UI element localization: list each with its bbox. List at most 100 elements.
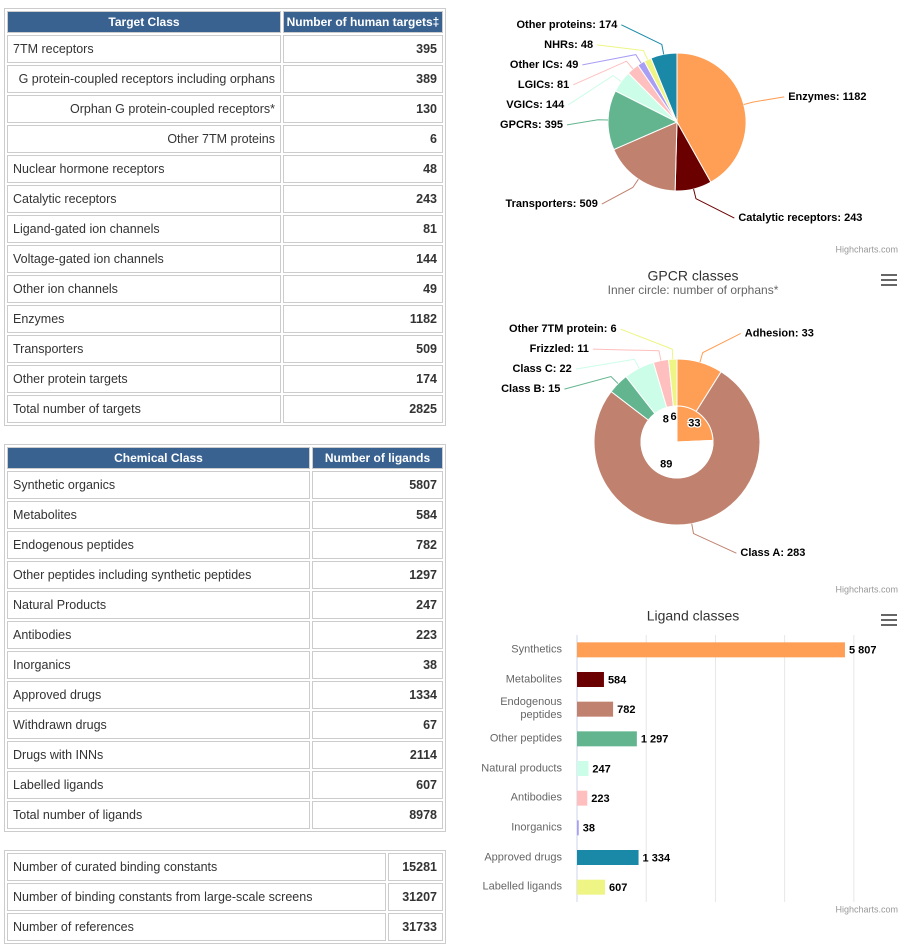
data-table: Target Class Number of human targets‡ 7TM … [4, 8, 446, 426]
value-label: 1 297 [641, 734, 669, 746]
table-row: Number of references 31733 [7, 913, 443, 941]
charts: Enzymes: 1182 Catalytic receptors: 243 Tra… [500, 19, 898, 915]
slice-label: Other proteins: 174 [516, 19, 618, 31]
row-value: 8978 [312, 801, 443, 829]
category-label: Endogenous peptides [500, 696, 562, 722]
slice-label: GPCRs: 395 [500, 119, 563, 131]
row-label: Other peptides including synthetic pepti… [7, 561, 310, 589]
bar [577, 879, 606, 895]
table-head: Target Class Number of human targets‡ [7, 11, 443, 33]
data-table: Chemical Class Number of ligands Synthetic… [4, 444, 446, 832]
row-value: 130 [283, 95, 443, 123]
bar [577, 701, 614, 717]
row-label: Endogenous peptides [7, 531, 310, 559]
label-connector [620, 328, 674, 360]
column-header: Chemical Class [7, 447, 310, 469]
inner-slice [640, 412, 714, 479]
row-label: Other ion channels [7, 275, 281, 303]
row-label: Inorganics [7, 651, 310, 679]
slice-label: Catalytic receptors: 243 [738, 212, 862, 224]
table-row: Metabolites 584 [7, 501, 443, 529]
table-container: Target Class Number of human targets‡ 7TM … [4, 8, 446, 426]
table-row: Antibodies 223 [7, 621, 443, 649]
label-connector [568, 74, 622, 106]
table-row: 7TM receptors 395 [7, 35, 443, 63]
credits: Highcharts.com [835, 904, 898, 914]
bar [577, 850, 639, 865]
label-connector [699, 332, 741, 363]
menu-icon[interactable] [881, 274, 897, 286]
row-label: Total number of ligands [7, 801, 310, 829]
table-row: Total number of targets 2825 [7, 395, 443, 423]
label-connector [564, 375, 619, 390]
row-value: 509 [283, 335, 443, 363]
category-label: Synthetics [511, 643, 562, 656]
row-value: 38 [312, 651, 443, 679]
category-label: Approved drugs [484, 851, 562, 863]
value-label: 1 334 [643, 852, 671, 864]
label-connector [575, 358, 640, 370]
row-value: 243 [283, 185, 443, 213]
bar [577, 672, 604, 687]
value-label: 584 [608, 674, 627, 686]
row-label: Labelled ligands [7, 771, 310, 799]
row-value: 1182 [283, 305, 443, 333]
row-label: Other 7TM proteins [7, 125, 281, 153]
table-row: Transporters 509 [7, 335, 443, 363]
row-value: 31207 [388, 883, 443, 911]
chart-title: GPCR classes [647, 268, 738, 284]
table-container: Number of curated binding constants 15281… [4, 850, 446, 944]
label-connector [693, 188, 735, 219]
inner-label: 33 [688, 418, 700, 430]
table-row: Other 7TM proteins 6 [7, 125, 443, 153]
row-label: Approved drugs [7, 681, 310, 709]
bar [577, 642, 845, 658]
label-connector [592, 348, 662, 361]
slice-label: NHRs: 48 [544, 39, 593, 51]
category-label: Inorganics [511, 821, 562, 834]
value-label: 5 807 [849, 645, 877, 657]
slice-label: Class B: 15 [501, 383, 560, 395]
category-label: Labelled ligands [482, 880, 562, 893]
table-row: G protein-coupled receptors including or… [7, 65, 443, 93]
table-container: Chemical Class Number of ligands Synthetic… [4, 444, 446, 832]
row-value: 81 [283, 215, 443, 243]
row-label: Transporters [7, 335, 281, 363]
row-label: Catalytic receptors [7, 185, 281, 213]
data-table: Number of curated binding constants 15281… [4, 850, 446, 944]
value-label: 247 [592, 763, 610, 775]
slice-label: VGICs: 144 [506, 99, 565, 111]
column-header: Target Class [7, 11, 281, 33]
table-row: Endogenous peptides 782 [7, 531, 443, 559]
table-row: Approved drugs 1334 [7, 681, 443, 709]
value-label: 782 [617, 704, 635, 716]
row-label: Natural Products [7, 591, 310, 619]
label-connector [601, 178, 639, 205]
row-label: Number of binding constants from large-s… [7, 883, 386, 911]
slice-label: Frizzled: 11 [530, 343, 589, 355]
table-row: Synthetic organics 5807 [7, 471, 443, 499]
row-value: 6 [283, 125, 443, 153]
inner-slice [666, 405, 678, 443]
menu-icon[interactable] [881, 614, 897, 626]
table-row: Orphan G protein-coupled receptors* 130 [7, 95, 443, 123]
row-label: Synthetic organics [7, 471, 310, 499]
slice-label: Other 7TM protein: 6 [509, 323, 617, 335]
table-row: Other protein targets 174 [7, 365, 443, 393]
row-value: 67 [312, 711, 443, 739]
label-connector [621, 24, 665, 55]
column-header: Number of human targets‡ [283, 11, 443, 33]
value-label: 607 [609, 882, 627, 894]
row-value: 49 [283, 275, 443, 303]
row-label: Withdrawn drugs [7, 711, 310, 739]
table-row: Other peptides including synthetic pepti… [7, 561, 443, 589]
slice-label: Other ICs: 49 [510, 59, 578, 71]
row-value: 2825 [283, 395, 443, 423]
row-label: G protein-coupled receptors including or… [7, 65, 281, 93]
table-body: 7TM receptors 395 G protein-coupled recept… [7, 35, 443, 423]
table-body: Synthetic organics 5807 Metabolites 584 Endo… [7, 471, 443, 829]
pie-slice [676, 52, 747, 183]
bar [577, 820, 579, 836]
table-row: Number of binding constants from large-s… [7, 883, 443, 911]
